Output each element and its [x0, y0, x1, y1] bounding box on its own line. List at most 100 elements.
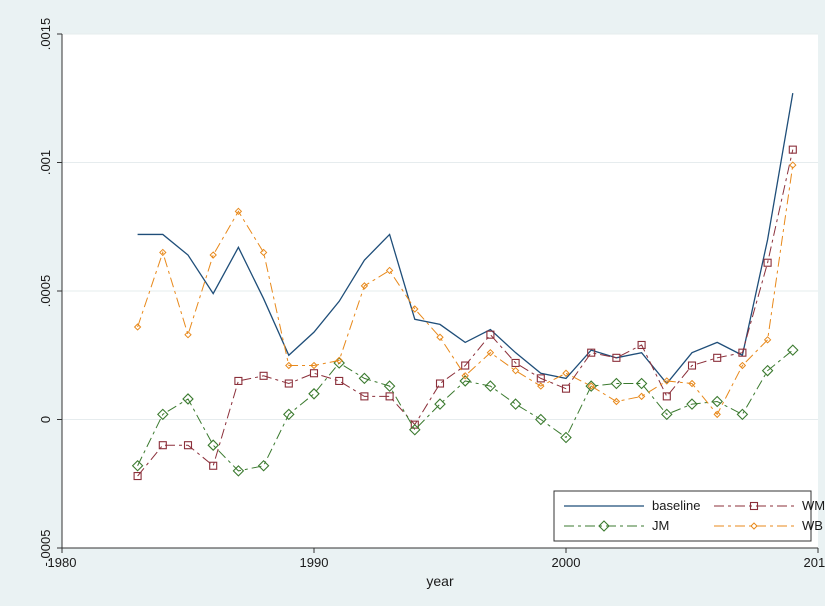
- series-line: [137, 149, 794, 477]
- data-point: [736, 408, 749, 421]
- data-point: [232, 465, 245, 477]
- data-point: [789, 161, 797, 169]
- data-point: [486, 330, 495, 339]
- data-point: [763, 336, 772, 344]
- data-point: [133, 471, 142, 481]
- data-point: [687, 361, 697, 370]
- data-point: [308, 388, 320, 400]
- axes: -.0005 0 .0005 .001 .0015 1980 1990 2000 2010: [38, 18, 825, 570]
- legend-label: WB: [802, 518, 823, 533]
- legend-item-baseline: baseline: [564, 498, 700, 513]
- data-point: [159, 248, 167, 257]
- data-point: [309, 369, 319, 378]
- data-point: [749, 501, 759, 511]
- data-point: [409, 424, 421, 436]
- data-point: [184, 330, 192, 339]
- data-point: [761, 364, 774, 377]
- data-point: [410, 420, 419, 429]
- series-baseline: [137, 92, 794, 385]
- data-point: [435, 379, 445, 388]
- data-point: [662, 392, 671, 401]
- series-wm: [133, 145, 797, 481]
- data-point: [335, 376, 344, 386]
- data-point: [663, 377, 671, 385]
- data-point: [411, 305, 419, 313]
- data-point: [713, 353, 722, 362]
- data-point: [711, 395, 723, 408]
- x-axis-title: year: [426, 573, 454, 589]
- data-point: [612, 353, 621, 362]
- legend-label: baseline: [652, 498, 700, 513]
- series-line: [137, 92, 794, 385]
- data-point: [635, 377, 648, 390]
- data-point: [486, 348, 495, 357]
- data-point: [788, 145, 797, 154]
- data-point: [284, 379, 293, 388]
- data-point: [562, 369, 570, 377]
- data-point: [259, 248, 268, 257]
- data-point: [598, 520, 610, 532]
- series-line: [137, 164, 794, 416]
- data-point: [637, 392, 646, 401]
- data-point: [763, 258, 772, 267]
- legend: baseline WM JM WB: [553, 490, 825, 542]
- data-point: [183, 441, 193, 450]
- x-tick-label: 1980: [48, 555, 77, 570]
- data-point: [133, 323, 142, 331]
- data-point: [358, 372, 371, 385]
- series-layer: [131, 92, 799, 481]
- legend-label: WM: [802, 498, 825, 513]
- data-point: [587, 382, 595, 390]
- data-point: [234, 376, 243, 386]
- data-point: [561, 384, 571, 393]
- data-point: [360, 282, 369, 290]
- data-point: [637, 340, 646, 350]
- x-tick-label: 2010: [804, 555, 825, 570]
- data-point: [750, 522, 758, 530]
- data-point: [686, 398, 698, 410]
- data-point: [610, 377, 623, 390]
- data-point: [459, 375, 471, 387]
- data-point: [207, 439, 219, 451]
- data-point: [283, 408, 295, 421]
- legend-item-wb: WB: [714, 518, 823, 533]
- data-point: [511, 358, 520, 368]
- data-point: [131, 459, 144, 472]
- data-point: [385, 392, 394, 401]
- data-point: [436, 333, 444, 341]
- data-point: [738, 361, 747, 370]
- data-point: [537, 382, 545, 390]
- data-point: [484, 380, 497, 392]
- data-point: [209, 461, 218, 470]
- data-point: [688, 379, 696, 388]
- data-point: [461, 372, 469, 380]
- data-point: [535, 413, 547, 426]
- data-point: [385, 266, 394, 275]
- data-point: [158, 441, 167, 450]
- data-point: [738, 348, 747, 357]
- y-tick-label: 0: [38, 416, 53, 423]
- series-line: [137, 349, 794, 472]
- data-point: [360, 392, 369, 401]
- data-point: [787, 344, 799, 356]
- series-jm: [131, 344, 799, 477]
- legend-item-wm: WM: [714, 498, 825, 513]
- data-point: [182, 393, 194, 405]
- data-point: [612, 397, 621, 406]
- x-tick-label: 1990: [300, 555, 329, 570]
- data-point: [434, 398, 446, 410]
- data-point: [257, 459, 270, 472]
- data-point: [461, 361, 470, 370]
- series-wb: [133, 161, 797, 419]
- data-point: [259, 371, 268, 380]
- data-point: [209, 251, 217, 259]
- y-tick-label: .001: [38, 150, 53, 175]
- data-point: [285, 361, 293, 370]
- data-point: [661, 408, 673, 421]
- y-tick-label: .0015: [38, 18, 53, 51]
- data-point: [511, 366, 520, 375]
- data-point: [383, 380, 396, 392]
- x-tick-label: 2000: [552, 555, 581, 570]
- legend-item-jm: JM: [564, 518, 669, 533]
